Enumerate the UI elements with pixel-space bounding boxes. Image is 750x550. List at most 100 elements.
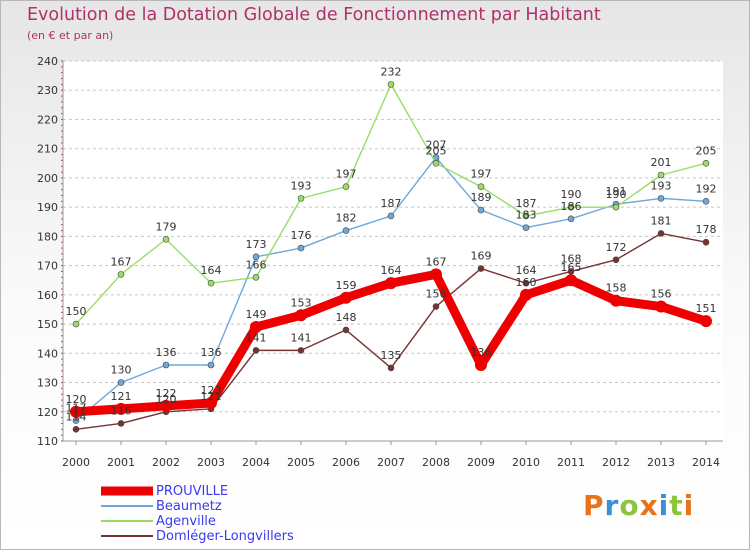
line-chart: 110 120 130 140 150 160 170 180 190 200 210 220 230 2…	[37, 55, 723, 469]
data-label: 179	[156, 220, 177, 233]
data-point	[477, 206, 485, 214]
data-label: 116	[111, 404, 132, 417]
x-tick-label: 2011	[557, 456, 585, 469]
data-point	[385, 277, 397, 290]
data-point	[70, 405, 82, 418]
proxiti-logo: Proxiti	[583, 489, 694, 522]
data-point	[657, 171, 665, 179]
data-point	[162, 236, 170, 243]
chart-subtitle: (en € et par an)	[27, 29, 114, 42]
data-point	[475, 359, 487, 371]
x-tick-label: 2006	[332, 456, 360, 469]
data-label: 187	[381, 197, 402, 210]
data-point	[657, 230, 665, 237]
y-tick-label: 140	[37, 347, 58, 360]
data-point	[252, 253, 260, 261]
logo-letter: P	[583, 489, 605, 522]
x-tick-label: 2008	[422, 456, 450, 469]
data-label: 117	[66, 402, 87, 415]
data-point	[522, 279, 530, 287]
data-label: 193	[651, 179, 672, 192]
y-tick-label: 240	[37, 55, 58, 68]
data-point	[432, 303, 440, 310]
data-label: 168	[561, 252, 582, 265]
data-label: 114	[66, 410, 87, 423]
data-point	[207, 361, 215, 369]
data-label: 182	[336, 212, 357, 225]
data-point	[340, 291, 352, 304]
data-label: 191	[606, 185, 627, 198]
data-point	[72, 426, 80, 433]
data-point	[387, 364, 395, 372]
data-label: 186	[561, 200, 582, 213]
data-point	[160, 399, 172, 412]
logo-letter: x	[639, 489, 659, 522]
y-tick-label: 210	[37, 143, 58, 156]
data-point	[567, 203, 575, 211]
data-point	[657, 195, 665, 202]
y-tick-label: 230	[37, 84, 58, 97]
data-label: 120	[156, 393, 177, 406]
data-point	[520, 288, 532, 301]
data-label: 130	[111, 364, 132, 377]
legend-swatch	[101, 535, 153, 537]
data-point	[295, 309, 307, 322]
data-point	[115, 402, 127, 415]
data-label: 156	[426, 288, 447, 301]
data-label: 135	[381, 349, 402, 362]
data-label: 190	[606, 188, 627, 201]
data-label: 205	[696, 144, 717, 157]
logo-letter: i	[658, 489, 670, 522]
legend-label: Beaumetz	[156, 499, 222, 514]
x-tick-label: 2003	[197, 456, 225, 469]
y-tick-label: 170	[37, 260, 58, 273]
data-label: 156	[651, 288, 672, 301]
data-label: 136	[471, 346, 492, 359]
data-point	[430, 268, 442, 281]
data-point	[702, 160, 710, 167]
data-label: 160	[516, 276, 537, 289]
data-point	[387, 81, 395, 88]
data-point	[297, 244, 305, 252]
data-label: 164	[516, 264, 537, 277]
data-label: 173	[246, 238, 267, 251]
data-point	[702, 238, 710, 246]
x-tick-label: 2004	[242, 456, 270, 469]
legend-label: Agenville	[156, 514, 216, 529]
data-label: 151	[696, 302, 717, 315]
data-label: 167	[111, 255, 132, 268]
data-label: 136	[201, 346, 222, 359]
data-point	[72, 320, 80, 328]
data-point	[612, 256, 620, 264]
data-label: 149	[246, 308, 267, 321]
x-tick-label: 2002	[152, 456, 180, 469]
data-point	[432, 160, 440, 167]
y-tick-label: 200	[37, 172, 58, 185]
data-point	[700, 315, 712, 328]
logo-letter: i	[683, 489, 695, 522]
x-tick-label: 2014	[692, 456, 720, 469]
data-point	[565, 274, 577, 287]
data-label: 159	[336, 279, 357, 292]
x-tick-label: 2005	[287, 456, 315, 469]
data-point	[655, 300, 667, 313]
data-point	[252, 274, 260, 281]
legend-label: PROUVILLE	[156, 484, 229, 499]
data-label: 141	[291, 331, 312, 344]
y-tick-label: 180	[37, 230, 58, 243]
data-point	[342, 326, 350, 334]
data-label: 205	[426, 144, 447, 157]
x-tick-label: 2010	[512, 456, 540, 469]
legend-swatch	[101, 505, 153, 507]
data-label: 165	[561, 261, 582, 274]
data-label: 193	[291, 179, 312, 192]
legend-label: Domléger-Longvillers	[156, 529, 294, 544]
chart-title: Evolution de la Dotation Globale de Fonc…	[27, 5, 601, 25]
plot-area	[63, 61, 723, 441]
data-point	[342, 227, 350, 234]
data-label: 176	[291, 229, 312, 242]
x-tick-label: 2012	[602, 456, 630, 469]
x-tick-label: 2013	[647, 456, 675, 469]
x-tick-label: 2000	[62, 456, 90, 469]
